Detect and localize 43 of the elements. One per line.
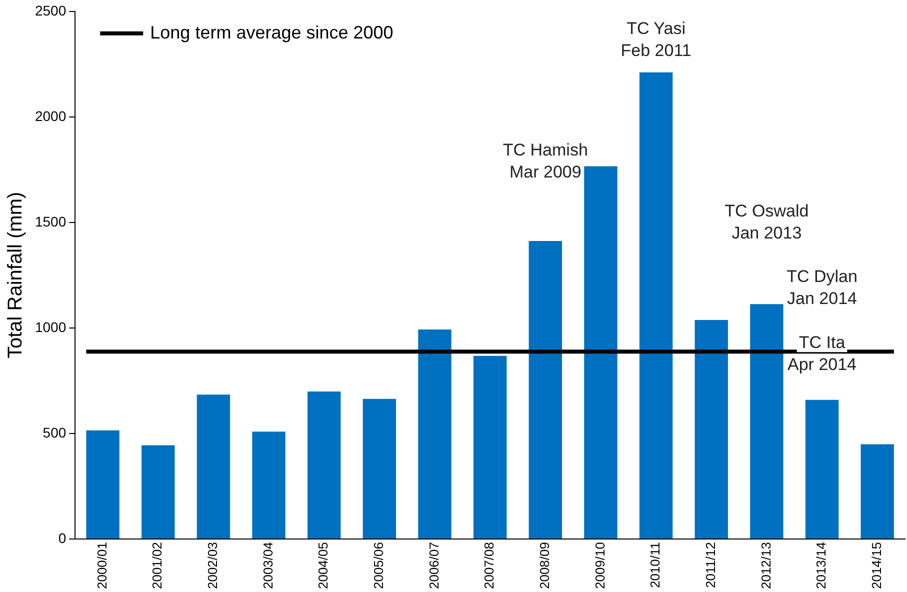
x-tick-label: 2011/12	[702, 542, 718, 588]
x-tick-label: 2007/08	[482, 542, 497, 590]
y-tick-label: 0	[58, 530, 66, 546]
bar	[639, 72, 673, 539]
x-tick-label: 2001/02	[150, 542, 165, 590]
x-tick-label: 2002/03	[205, 542, 220, 590]
x-tick-label: 2013/14	[814, 542, 829, 590]
annotation: TC Oswald Jan 2013	[724, 201, 809, 242]
bar	[528, 241, 562, 539]
bar	[86, 430, 120, 539]
bar	[473, 356, 507, 539]
bar	[584, 166, 618, 539]
annotation: TC Hamish Mar 2009	[502, 140, 588, 182]
bar	[362, 398, 396, 539]
bar	[308, 391, 341, 539]
bar	[196, 394, 230, 539]
x-tick-label: 2005/06	[371, 542, 386, 590]
bar	[805, 400, 839, 539]
bar	[142, 445, 175, 539]
x-tick-label: 2009/10	[592, 542, 608, 590]
legend-label: Long term average since 2000	[150, 22, 394, 42]
annotation: TC Dylan Jan 2014	[786, 267, 858, 308]
x-tick-label: 2006/07	[426, 542, 442, 590]
bar	[694, 320, 728, 539]
y-tick-label: 1500	[34, 213, 66, 230]
y-axis-title: Total Rainfall (mm)	[4, 192, 27, 359]
y-tick-label: 2000	[34, 108, 66, 124]
annotation: TC Ita Apr 2014	[788, 333, 857, 374]
x-tick-label: 2003/04	[260, 542, 276, 590]
annotation: TC Yasi Feb 2011	[620, 19, 692, 60]
bar	[750, 304, 784, 539]
x-tick-label: 2000/01	[94, 542, 110, 590]
x-tick-label: 2012/13	[758, 542, 774, 590]
bar	[418, 329, 452, 539]
x-tick-label: 2008/09	[536, 542, 552, 590]
y-tick-label: 1000	[34, 318, 66, 335]
y-tick-label: 500	[42, 424, 66, 440]
bar	[860, 444, 894, 539]
x-tick-label: 2014/15	[868, 542, 884, 590]
x-tick-label: 2004/05	[316, 542, 331, 590]
bar	[252, 432, 286, 539]
y-tick-label: 2500	[34, 2, 66, 18]
x-tick-label: 2010/11	[648, 542, 663, 588]
